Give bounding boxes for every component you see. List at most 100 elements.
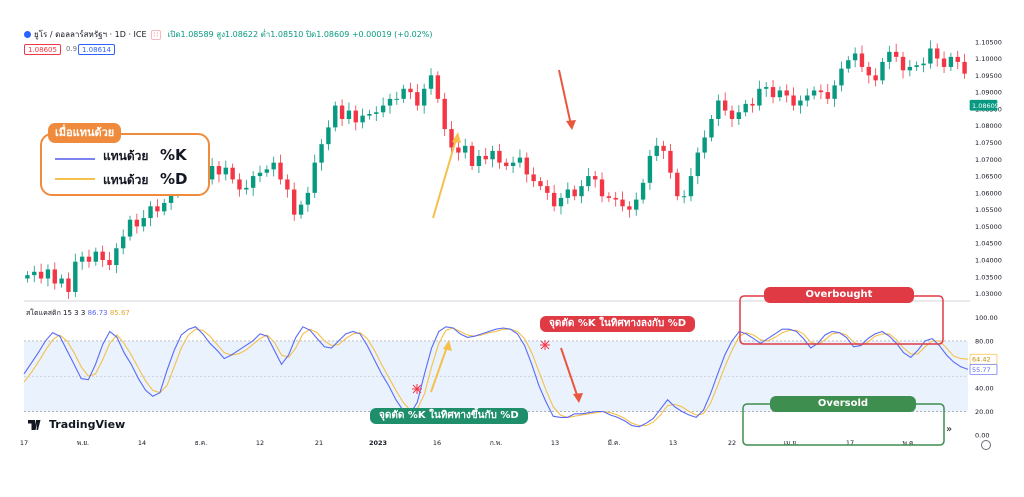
candle-body [736, 112, 742, 119]
bearish-osc-arrowhead [573, 393, 583, 403]
candle [216, 160, 222, 183]
candle-body [469, 145, 475, 167]
candle-body [634, 199, 639, 210]
time-axis-tick-label: 13 [551, 439, 559, 447]
k-value-tag-text: 55.77 [972, 366, 991, 374]
candle-body [688, 176, 694, 197]
candle [846, 56, 851, 73]
k-legend-key: %K [160, 146, 187, 164]
tradingview-logo-icon [28, 419, 41, 430]
candle [928, 40, 933, 69]
candle [100, 245, 105, 268]
candle-body [79, 256, 85, 262]
candle-body [757, 88, 762, 106]
bearish-price-arrowhead [566, 120, 576, 130]
candle-body [250, 176, 256, 188]
candle [120, 229, 126, 255]
candle [435, 71, 441, 103]
candle-body [613, 197, 618, 200]
price-axis-tick-label: 1.03000 [975, 290, 1002, 298]
candle-body [319, 144, 324, 163]
price-axis-tick-label: 1.09500 [975, 72, 1002, 80]
candle [675, 168, 680, 201]
spread-value: 0.9 [66, 45, 78, 53]
candle-body [592, 176, 598, 180]
candle [257, 165, 263, 183]
candle-body [401, 88, 406, 99]
candle [394, 91, 400, 105]
market-status-icon: ∷ [150, 30, 161, 40]
candle [490, 145, 495, 168]
candle-body [483, 155, 488, 160]
legend-panel: แทนด้วย %K แทนด้วย %D [40, 133, 210, 196]
bullish-cross-label: จุดตัด %K ในทิศทางขึ้นกับ %D [370, 408, 528, 424]
candle [250, 171, 256, 196]
oversold-label: Oversold [770, 396, 916, 412]
candle-body [360, 115, 365, 123]
oscillator-axis-tick-label: 80.00 [975, 337, 994, 345]
candle [825, 84, 830, 104]
candle-body [510, 162, 516, 167]
scroll-to-realtime-button[interactable]: » [946, 424, 953, 435]
overbought-label: Overbought [764, 287, 914, 303]
candle [647, 149, 653, 190]
candle [634, 192, 639, 216]
candle [729, 105, 735, 128]
candle-body [127, 219, 133, 237]
candle [599, 172, 605, 203]
d-legend-key: %D [160, 170, 188, 188]
time-axis-tick-label: พ.ย. [77, 439, 89, 447]
symbol-title[interactable]: ยูโร / ดอลลาร์สหรัฐฯ · 1D · ICE [34, 30, 147, 39]
candle [339, 99, 345, 127]
k-legend-swatch [55, 158, 95, 160]
candle [312, 154, 317, 198]
candle [469, 141, 475, 171]
candle-body [353, 110, 358, 123]
candle [558, 192, 564, 215]
candle-body [264, 169, 270, 173]
bearish-price-arrow [558, 69, 572, 126]
candle [955, 50, 960, 69]
candle-body [764, 87, 769, 89]
candle [565, 182, 571, 204]
candle-body [887, 51, 892, 62]
d-value-tag-text: 64.42 [972, 356, 991, 364]
candle-body [271, 162, 276, 170]
candle-body [257, 172, 263, 177]
candle-body [374, 112, 379, 114]
candle [914, 61, 919, 71]
price-axis-tick-label: 1.07500 [975, 139, 1002, 147]
candle [134, 213, 140, 234]
candle-body [647, 155, 653, 183]
sell-button[interactable]: 1.08605 [24, 44, 61, 55]
candle [86, 249, 92, 268]
candle-body [654, 145, 659, 156]
settings-icon[interactable] [981, 440, 991, 450]
candle [811, 86, 817, 100]
candle [736, 105, 742, 126]
candle [722, 92, 728, 116]
bullish-cross-marker [412, 384, 422, 394]
price-axis-tick-label: 1.04500 [975, 240, 1002, 248]
time-axis-tick-label: 2023 [369, 439, 387, 447]
candle [374, 106, 379, 122]
price-axis-tick-label: 1.05000 [975, 223, 1002, 231]
candle [510, 156, 516, 174]
buy-button[interactable]: 1.08614 [78, 44, 115, 55]
bearish-osc-arrow [560, 347, 579, 399]
time-axis-tick-label: ก.พ. [490, 439, 502, 447]
tradingview-logo[interactable]: TradingView [28, 418, 125, 431]
time-axis-tick-label: 22 [728, 439, 736, 447]
candle-body [45, 269, 51, 279]
oscillator-axis-tick-label: 100.00 [975, 314, 998, 322]
oscillator-name[interactable]: สโตแคสติก 15 3 3 [26, 309, 86, 317]
candle-body [722, 100, 728, 111]
candle [579, 180, 584, 204]
candle [893, 43, 899, 62]
candle [333, 101, 338, 132]
candle-body [524, 157, 529, 175]
candle-body [442, 98, 447, 130]
candle [620, 191, 625, 212]
candle-body [798, 100, 803, 106]
